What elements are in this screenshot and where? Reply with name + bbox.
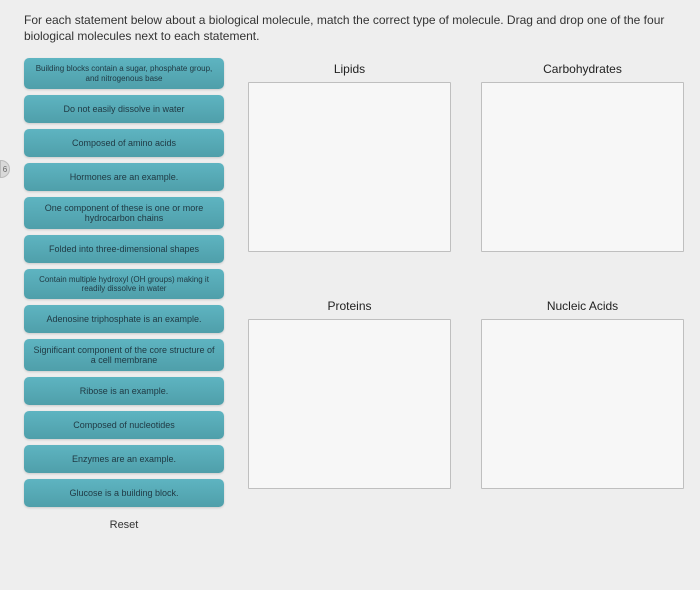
target-label-nucleic-acids: Nucleic Acids xyxy=(481,299,684,315)
target-label-carbohydrates: Carbohydrates xyxy=(481,62,684,78)
statement-item[interactable]: Adenosine triphosphate is an example. xyxy=(24,305,224,333)
statement-item[interactable]: One component of these is one or more hy… xyxy=(24,197,224,229)
statement-item[interactable]: Composed of amino acids xyxy=(24,129,224,157)
page: 6 For each statement below about a biolo… xyxy=(0,0,700,590)
dropzone-carbohydrates[interactable] xyxy=(481,82,684,252)
statement-item[interactable]: Hormones are an example. xyxy=(24,163,224,191)
dropzone-nucleic-acids[interactable] xyxy=(481,319,684,489)
statements-column: Building blocks contain a sugar, phospha… xyxy=(24,58,224,531)
page-marker: 6 xyxy=(0,160,10,178)
statement-item[interactable]: Contain multiple hydroxyl (OH groups) ma… xyxy=(24,269,224,299)
target-label-lipids: Lipids xyxy=(248,62,451,78)
instruction-text: For each statement below about a biologi… xyxy=(24,12,684,44)
statement-item[interactable]: Composed of nucleotides xyxy=(24,411,224,439)
target-label-proteins: Proteins xyxy=(248,299,451,315)
statement-item[interactable]: Ribose is an example. xyxy=(24,377,224,405)
statement-item[interactable]: Enzymes are an example. xyxy=(24,445,224,473)
statement-item[interactable]: Glucose is a building block. xyxy=(24,479,224,507)
drop-targets-grid: Lipids Carbohydrates Proteins Nucleic Ac… xyxy=(248,58,684,531)
content-area: Building blocks contain a sugar, phospha… xyxy=(24,58,684,531)
statement-item[interactable]: Folded into three-dimensional shapes xyxy=(24,235,224,263)
statement-item[interactable]: Significant component of the core struct… xyxy=(24,339,224,371)
statement-item[interactable]: Do not easily dissolve in water xyxy=(24,95,224,123)
reset-button[interactable]: Reset xyxy=(24,513,224,531)
statement-item[interactable]: Building blocks contain a sugar, phospha… xyxy=(24,58,224,88)
dropzone-lipids[interactable] xyxy=(248,82,451,252)
dropzone-proteins[interactable] xyxy=(248,319,451,489)
